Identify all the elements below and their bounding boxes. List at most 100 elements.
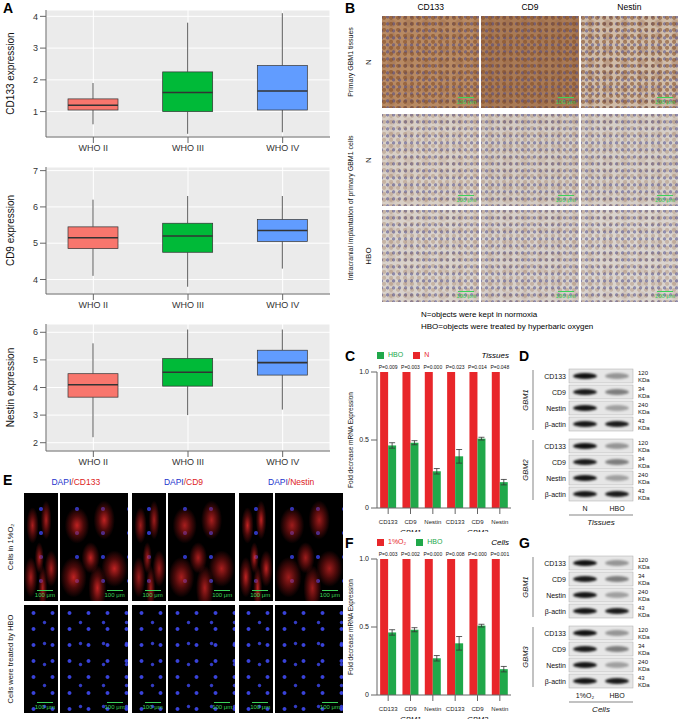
svg-text:34: 34 (638, 573, 645, 579)
svg-text:KDa: KDa (638, 650, 650, 656)
svg-text:CD133: CD133 (379, 706, 398, 712)
svg-text:β-actin: β-actin (545, 608, 566, 616)
svg-text:WHO IV: WHO IV (266, 457, 299, 467)
svg-text:240: 240 (638, 402, 649, 408)
svg-text:120: 120 (638, 627, 649, 633)
svg-text:34: 34 (638, 386, 645, 392)
svg-text:3: 3 (33, 43, 38, 53)
svg-text:GBM3: GBM3 (521, 646, 530, 668)
svg-text:Nestin: Nestin (546, 405, 566, 412)
svg-text:Fold decrease mRNA Expression: Fold decrease mRNA Expression (347, 579, 355, 675)
svg-text:KDa: KDa (638, 393, 650, 399)
svg-text:P=0.003: P=0.003 (379, 551, 398, 557)
svg-text:WHO II: WHO II (79, 143, 109, 153)
svg-text:4: 4 (33, 383, 38, 393)
svg-text:240: 240 (638, 659, 649, 665)
svg-text:β-actin: β-actin (545, 421, 566, 429)
svg-text:6: 6 (33, 327, 38, 337)
svg-text:KDa: KDa (638, 409, 650, 415)
svg-text:β-actin: β-actin (545, 491, 566, 499)
svg-text:P=0.001: P=0.001 (490, 551, 509, 557)
svg-text:WHO II: WHO II (79, 300, 109, 310)
svg-text:CD9: CD9 (552, 646, 566, 653)
svg-text:Primary GBM1 tissues: Primary GBM1 tissues (347, 27, 355, 97)
svg-text:Nestin: Nestin (424, 519, 441, 525)
svg-text:CD133: CD133 (379, 519, 398, 525)
svg-text:5: 5 (33, 238, 38, 248)
svg-text:WHO IV: WHO IV (266, 143, 299, 153)
svg-text:Cells were treated by HBO: Cells were treated by HBO (8, 614, 15, 703)
svg-text:Fold decrease mRNA Expression: Fold decrease mRNA Expression (347, 392, 355, 488)
svg-text:34: 34 (638, 456, 645, 462)
svg-text:CD133: CD133 (544, 560, 566, 567)
svg-text:6: 6 (33, 202, 38, 212)
svg-text:WHO III: WHO III (172, 143, 204, 153)
svg-text:GBM1: GBM1 (521, 389, 530, 410)
svg-text:P=0.023: P=0.023 (446, 364, 465, 370)
svg-text:43: 43 (638, 675, 645, 681)
svg-text:KDa: KDa (638, 666, 650, 672)
svg-text:4: 4 (33, 12, 38, 22)
svg-text:HBO: HBO (609, 505, 625, 512)
svg-text:KDa: KDa (638, 495, 650, 501)
svg-text:KDa: KDa (638, 596, 650, 602)
svg-text:KDa: KDa (638, 634, 650, 640)
svg-text:KDa: KDa (638, 425, 650, 431)
svg-text:CD133: CD133 (544, 373, 566, 380)
svg-text:2: 2 (33, 438, 38, 448)
svg-text:4: 4 (33, 275, 38, 285)
svg-text:CD133: CD133 (446, 519, 465, 525)
svg-text:P=0.009: P=0.009 (379, 364, 398, 370)
svg-text:HBO: HBO (609, 692, 625, 699)
svg-text:CD9 expression: CD9 expression (8, 195, 16, 266)
svg-text:43: 43 (638, 418, 645, 424)
svg-text:P=0.008: P=0.008 (446, 551, 465, 557)
svg-text:1.0: 1.0 (359, 368, 369, 375)
svg-text:P=0.048: P=0.048 (490, 364, 509, 370)
svg-text:43: 43 (638, 488, 645, 494)
svg-text:3: 3 (33, 410, 38, 420)
svg-text:CD9: CD9 (471, 706, 484, 712)
svg-text:Nestin: Nestin (424, 706, 441, 712)
svg-text:Nestin: Nestin (491, 706, 508, 712)
svg-text:CD9: CD9 (552, 459, 566, 466)
svg-text:0.5: 0.5 (359, 436, 369, 443)
svg-text:CD9: CD9 (552, 576, 566, 583)
svg-text:KDa: KDa (638, 564, 650, 570)
svg-text:CD133: CD133 (544, 443, 566, 450)
svg-text:Nestin: Nestin (491, 519, 508, 525)
svg-text:Cells: Cells (592, 705, 610, 714)
svg-text:GBM1: GBM1 (400, 715, 421, 719)
svg-text:KDa: KDa (638, 447, 650, 453)
svg-text:Cells in 1%O₂: Cells in 1%O₂ (8, 524, 15, 570)
svg-text:GBM3: GBM3 (467, 715, 489, 719)
svg-text:WHO III: WHO III (172, 457, 204, 467)
svg-text:Intracranial implantation of p: Intracranial implantation of primary GBM… (347, 135, 355, 281)
svg-text:1.0: 1.0 (359, 555, 369, 562)
svg-text:Nestin: Nestin (546, 475, 566, 482)
svg-text:CD133: CD133 (544, 630, 566, 637)
svg-text:CD9: CD9 (404, 519, 417, 525)
svg-text:KDa: KDa (638, 580, 650, 586)
svg-text:CD133 expression: CD133 expression (8, 32, 16, 114)
svg-text:P=0.000: P=0.000 (468, 551, 487, 557)
svg-text:120: 120 (638, 440, 649, 446)
svg-text:CD9: CD9 (471, 519, 484, 525)
svg-text:WHO III: WHO III (172, 300, 204, 310)
svg-text:P=0.003: P=0.003 (401, 364, 420, 370)
svg-text:GBM2: GBM2 (467, 528, 489, 532)
svg-text:34: 34 (638, 643, 645, 649)
svg-text:1%O₂: 1%O₂ (576, 692, 595, 699)
svg-text:HBO: HBO (364, 247, 373, 264)
svg-text:240: 240 (638, 472, 649, 478)
svg-text:KDa: KDa (638, 479, 650, 485)
svg-text:N: N (582, 505, 587, 512)
svg-text:KDa: KDa (638, 463, 650, 469)
svg-text:P=0.000: P=0.000 (423, 551, 442, 557)
svg-text:WHO II: WHO II (79, 457, 109, 467)
svg-text:KDa: KDa (638, 377, 650, 383)
svg-text:CD9: CD9 (552, 389, 566, 396)
svg-text:2: 2 (33, 75, 38, 85)
svg-text:Nestin expression: Nestin expression (8, 348, 16, 427)
svg-text:P=0.014: P=0.014 (468, 364, 487, 370)
